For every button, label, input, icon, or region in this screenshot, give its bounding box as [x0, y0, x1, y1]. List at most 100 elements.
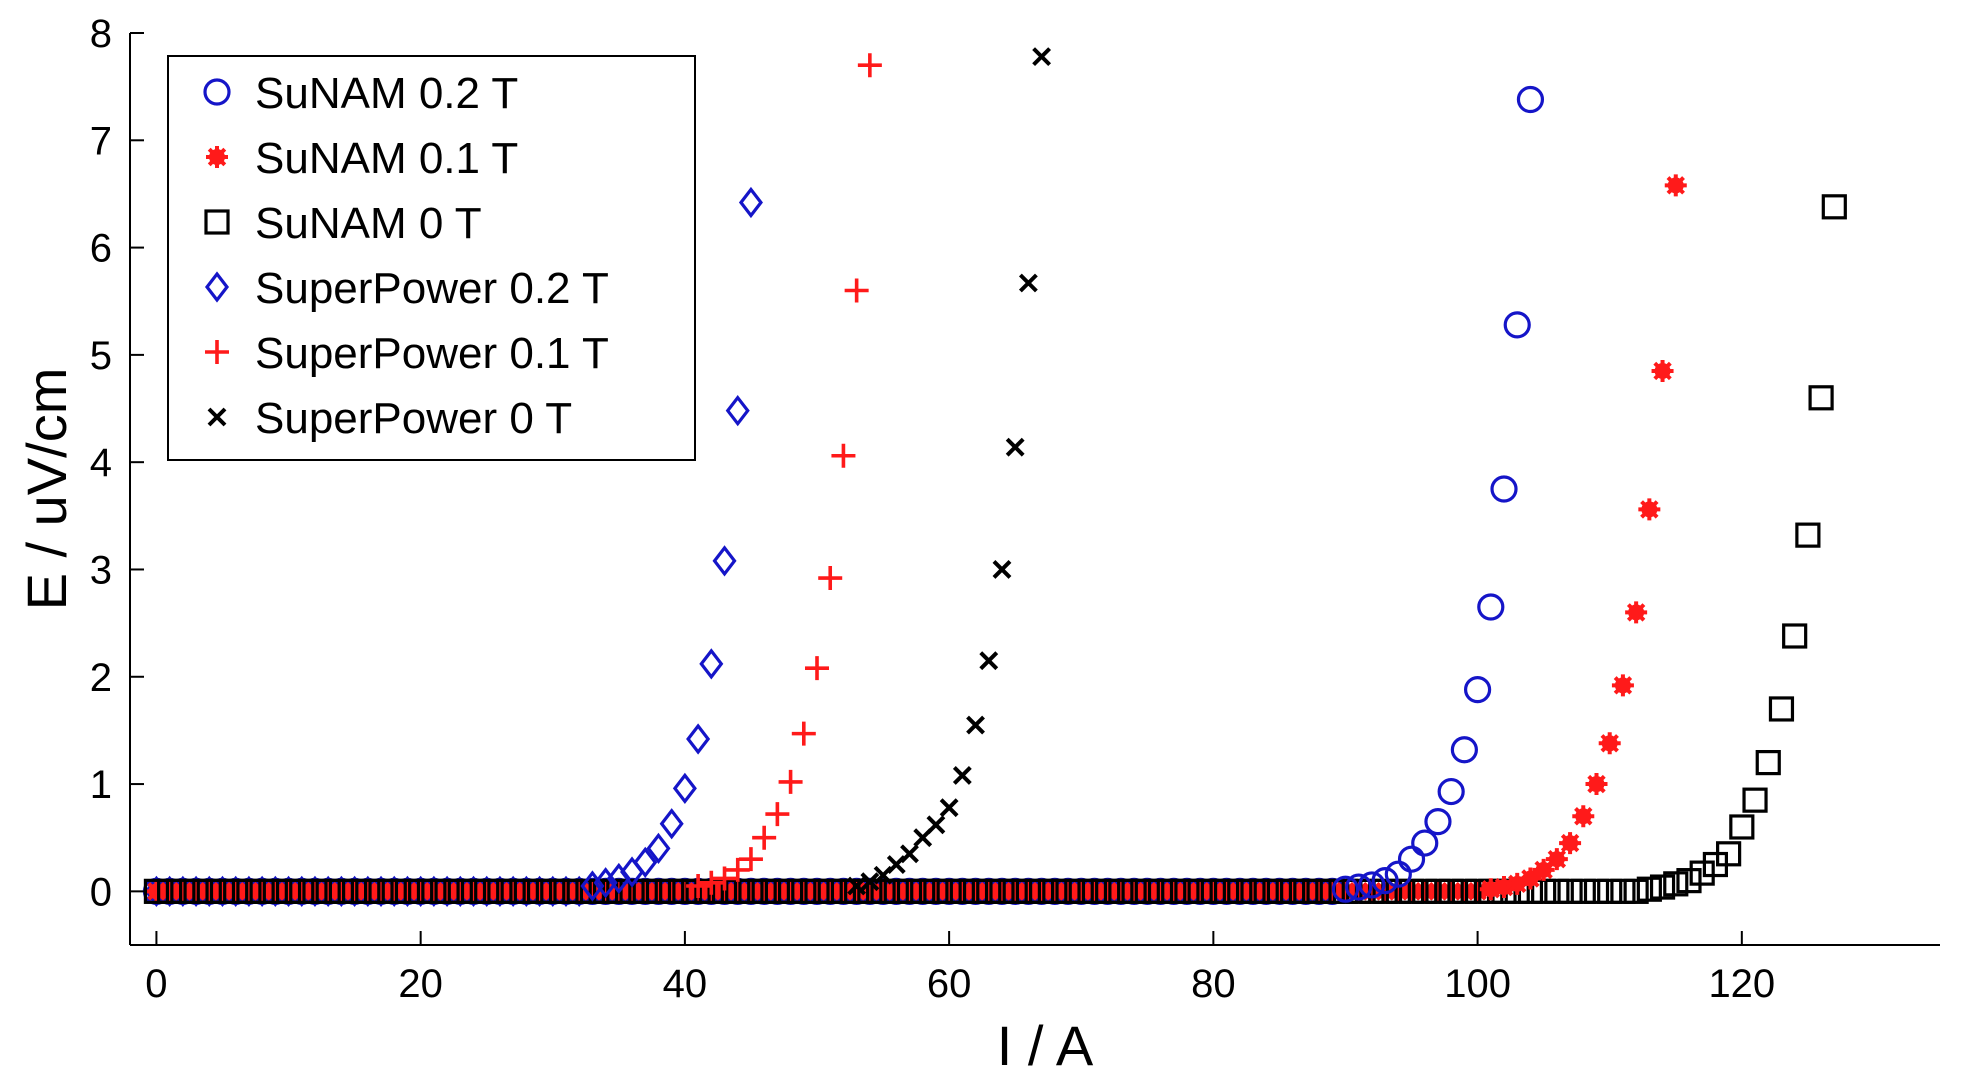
baseline-point [1147, 878, 1174, 904]
baseline-point [436, 880, 459, 903]
baseline-point [1623, 878, 1649, 904]
baseline-point [593, 878, 619, 904]
baseline-point [1253, 878, 1279, 904]
baseline-point [196, 878, 222, 904]
data-point [1649, 874, 1676, 900]
data-point [979, 651, 999, 671]
baseline-point [1121, 878, 1147, 904]
data-point [1572, 805, 1595, 828]
baseline-point [1255, 880, 1278, 903]
baseline-point [806, 880, 829, 903]
y-tick-label: 7 [90, 119, 112, 163]
baseline-point [421, 878, 447, 904]
data-point [1821, 194, 1847, 220]
series-3 [580, 186, 763, 902]
baseline-point [990, 880, 1013, 903]
baseline-point [317, 880, 340, 903]
baseline-point [1015, 878, 1041, 904]
baseline-point [434, 878, 460, 904]
data-point [791, 721, 816, 746]
data-point [952, 766, 972, 785]
baseline-point [1017, 880, 1040, 903]
baseline-point [1162, 880, 1185, 903]
baseline-point [1083, 880, 1106, 903]
data-point [860, 872, 880, 892]
baseline-point [526, 878, 553, 904]
y-tick-label: 0 [90, 870, 112, 914]
series-0 [1331, 85, 1545, 903]
data-point [1519, 867, 1542, 890]
legend-label: SuperPower 0.1 T [255, 329, 609, 378]
baseline-point [726, 880, 749, 903]
data-point [646, 832, 671, 865]
data-point [1397, 845, 1426, 873]
data-point [1611, 674, 1634, 697]
data-point [580, 870, 605, 902]
baseline-point [792, 880, 815, 903]
legend-item: SuperPower 0 T [207, 394, 572, 443]
baseline-point [1453, 880, 1476, 903]
baseline-point [949, 878, 975, 904]
baseline-point [621, 880, 644, 903]
baseline-point [1412, 878, 1438, 904]
data-point [725, 395, 750, 427]
baseline-point [832, 880, 855, 903]
baseline-point [1108, 878, 1134, 904]
baseline-point [1029, 878, 1055, 904]
baseline-point [1174, 878, 1200, 904]
baseline-point [262, 878, 288, 904]
data-point [857, 53, 882, 78]
baseline-point [1597, 878, 1623, 904]
baseline-point [1438, 878, 1464, 904]
data-point [1638, 498, 1661, 521]
baseline-point [896, 878, 923, 904]
data-point [1371, 867, 1399, 895]
baseline-point [764, 878, 790, 904]
baseline-point [1400, 880, 1423, 903]
baseline-point [660, 880, 683, 903]
x-tick-label: 100 [1444, 962, 1511, 1006]
baseline-point [883, 878, 909, 904]
legend: SuNAM 0.2 T SuNAM 0.1 T SuNAM 0 T SuperPowe… [167, 55, 696, 461]
baseline-point [502, 880, 525, 903]
baseline-point [158, 880, 181, 903]
series-4 [686, 53, 882, 898]
baseline-point [447, 878, 473, 904]
baseline-point [500, 878, 526, 904]
baseline-point [209, 878, 236, 904]
baseline-point [474, 878, 500, 904]
y-tick-label: 8 [90, 12, 112, 56]
data-point [1532, 858, 1555, 881]
data-point [712, 545, 737, 577]
baseline-point [1057, 880, 1080, 903]
series-1 [1479, 174, 1687, 901]
y-tick-label: 2 [90, 656, 112, 700]
baseline-point [513, 878, 539, 904]
data-point [1768, 696, 1795, 722]
data-point [593, 867, 618, 899]
data-point [818, 566, 843, 591]
data-point [926, 815, 946, 835]
data-point [752, 825, 777, 850]
data-point [1636, 876, 1662, 902]
baseline-point [632, 878, 658, 904]
data-point [992, 560, 1012, 579]
baseline-point [368, 878, 394, 904]
baseline-point [738, 878, 764, 904]
legend-label: SuNAM 0 T [255, 199, 482, 248]
plot-frame [129, 33, 1940, 946]
data-point [1651, 359, 1674, 382]
legend-marker [206, 146, 228, 168]
baseline-point [143, 878, 170, 904]
data-point [1463, 676, 1492, 704]
baseline-point [1266, 878, 1293, 904]
baseline-point [553, 878, 579, 904]
baseline-point [1123, 880, 1146, 903]
baseline-point [343, 880, 366, 903]
baseline-point [1583, 878, 1610, 904]
data-point [1729, 814, 1755, 840]
data-point [1742, 787, 1768, 813]
baseline-point [341, 878, 368, 904]
baseline-point [1189, 880, 1212, 903]
baseline-point [275, 878, 302, 904]
